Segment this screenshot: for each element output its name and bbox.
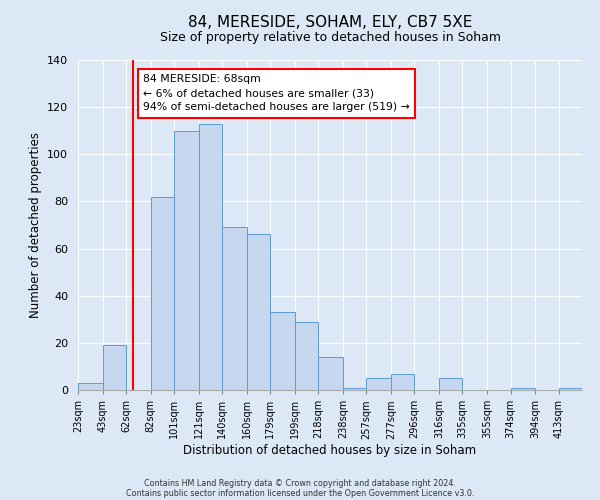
Text: Contains public sector information licensed under the Open Government Licence v3: Contains public sector information licen… bbox=[126, 488, 474, 498]
Bar bbox=[78, 383, 103, 390]
Bar bbox=[199, 124, 222, 390]
Bar bbox=[270, 312, 295, 390]
Bar bbox=[247, 234, 270, 390]
Bar bbox=[559, 388, 582, 390]
Text: 84, MERESIDE, SOHAM, ELY, CB7 5XE: 84, MERESIDE, SOHAM, ELY, CB7 5XE bbox=[188, 15, 472, 30]
Bar bbox=[318, 357, 343, 390]
Text: 84 MERESIDE: 68sqm
← 6% of detached houses are smaller (33)
94% of semi-detached: 84 MERESIDE: 68sqm ← 6% of detached hous… bbox=[143, 74, 410, 112]
Bar bbox=[511, 388, 535, 390]
Y-axis label: Number of detached properties: Number of detached properties bbox=[29, 132, 41, 318]
Text: Size of property relative to detached houses in Soham: Size of property relative to detached ho… bbox=[160, 31, 500, 44]
Bar bbox=[439, 378, 463, 390]
Bar bbox=[103, 345, 126, 390]
Text: Contains HM Land Registry data © Crown copyright and database right 2024.: Contains HM Land Registry data © Crown c… bbox=[144, 478, 456, 488]
Bar bbox=[151, 196, 174, 390]
X-axis label: Distribution of detached houses by size in Soham: Distribution of detached houses by size … bbox=[184, 444, 476, 457]
Bar bbox=[391, 374, 415, 390]
Bar bbox=[174, 130, 199, 390]
Bar bbox=[343, 388, 367, 390]
Bar bbox=[222, 228, 247, 390]
Bar bbox=[295, 322, 318, 390]
Bar bbox=[367, 378, 391, 390]
